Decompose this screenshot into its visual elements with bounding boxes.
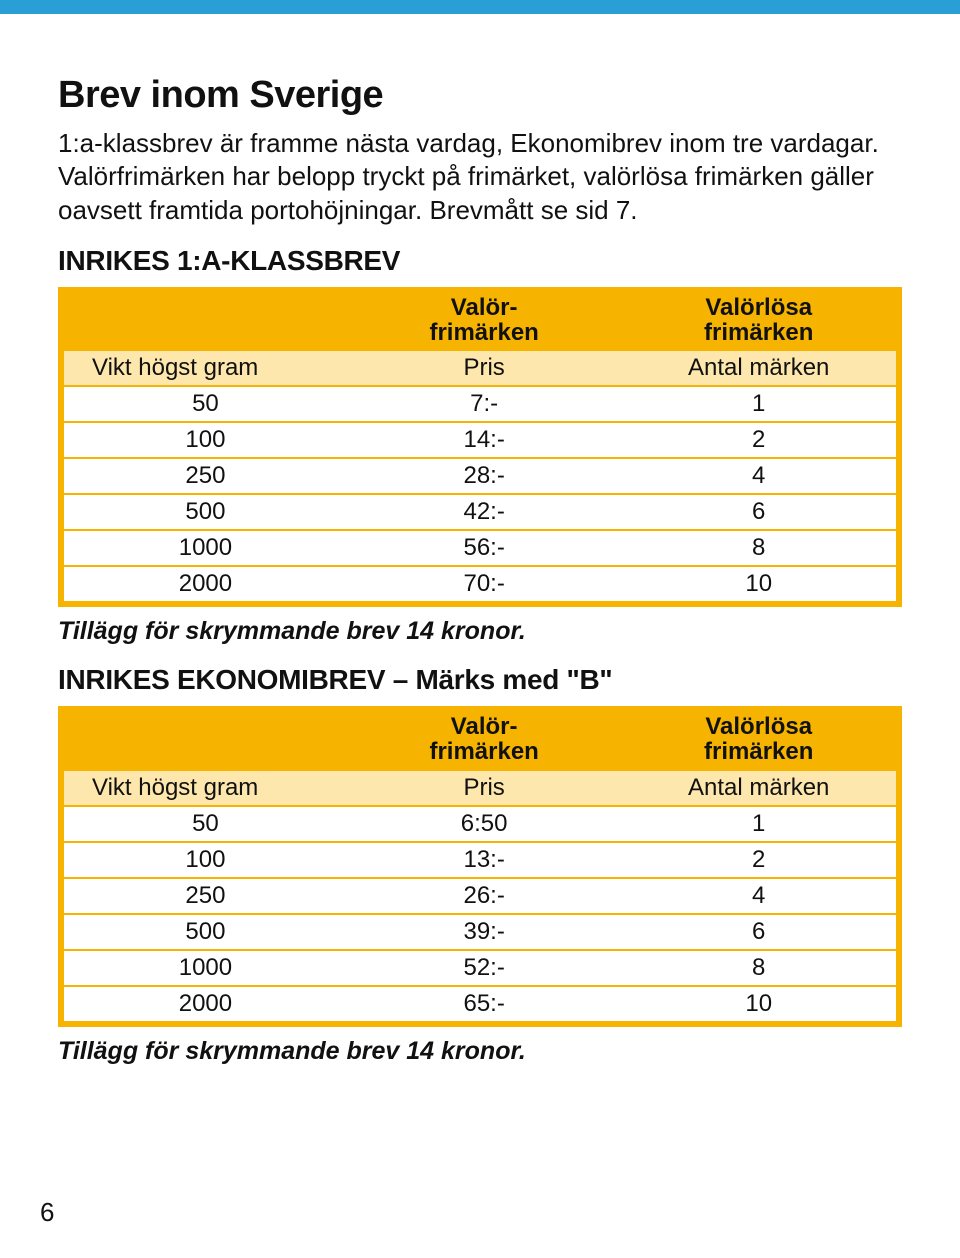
header-col2-line1: Valör- xyxy=(451,713,518,740)
cell-price: 7:- xyxy=(347,386,622,422)
table-row: 500 39:- 6 xyxy=(64,914,896,950)
cell-weight: 50 xyxy=(64,806,347,842)
cell-price: 14:- xyxy=(347,422,622,458)
cell-weight: 1000 xyxy=(64,530,347,566)
header-blank xyxy=(64,287,347,351)
cell-count: 10 xyxy=(621,566,896,601)
cell-weight: 2000 xyxy=(64,566,347,601)
cell-weight: 250 xyxy=(64,458,347,494)
page-content: Brev inom Sverige 1:a-klassbrev är framm… xyxy=(0,14,960,1066)
cell-price: 70:- xyxy=(347,566,622,601)
cell-count: 4 xyxy=(621,878,896,914)
table-subheader-row: Vikt högst gram Pris Antal märken xyxy=(64,771,896,806)
intro-paragraph: 1:a-klassbrev är framme nästa vardag, Ek… xyxy=(58,127,902,227)
cell-price: 6:50 xyxy=(347,806,622,842)
cell-price: 52:- xyxy=(347,950,622,986)
top-color-bar xyxy=(0,0,960,14)
table-row: 250 28:- 4 xyxy=(64,458,896,494)
cell-weight: 2000 xyxy=(64,986,347,1021)
table-row: 500 42:- 6 xyxy=(64,494,896,530)
header-valorlosa: Valörlösa frimärken xyxy=(621,706,896,770)
header-blank xyxy=(64,706,347,770)
header-valorfrimarken: Valör- frimärken xyxy=(347,287,622,351)
cell-count: 2 xyxy=(621,422,896,458)
cell-weight: 50 xyxy=(64,386,347,422)
cell-weight: 250 xyxy=(64,878,347,914)
header-valorfrimarken: Valör- frimärken xyxy=(347,706,622,770)
cell-price: 65:- xyxy=(347,986,622,1021)
note-ekonomi: Tillägg för skrymmande brev 14 kronor. xyxy=(58,1037,902,1066)
table-row: 1000 56:- 8 xyxy=(64,530,896,566)
table-row: 50 6:50 1 xyxy=(64,806,896,842)
table-row: 100 13:- 2 xyxy=(64,842,896,878)
subhead-count: Antal märken xyxy=(621,771,896,806)
cell-weight: 500 xyxy=(64,494,347,530)
header-col2-line1: Valör- xyxy=(451,294,518,321)
cell-count: 8 xyxy=(621,950,896,986)
cell-price: 56:- xyxy=(347,530,622,566)
table-row: 2000 70:- 10 xyxy=(64,566,896,601)
table-subheader-row: Vikt högst gram Pris Antal märken xyxy=(64,351,896,386)
header-col2-line2: frimärken xyxy=(429,319,538,346)
section-heading-1a: INRIKES 1:A-KLASSBREV xyxy=(58,245,902,277)
header-col3-line2: frimärken xyxy=(704,738,813,765)
subhead-weight: Vikt högst gram xyxy=(64,771,347,806)
cell-price: 28:- xyxy=(347,458,622,494)
cell-count: 1 xyxy=(621,806,896,842)
subhead-price: Pris xyxy=(347,351,622,386)
section-heading-ekonomi: INRIKES EKONOMIBREV – Märks med "B" xyxy=(58,664,902,696)
price-table-ekonomi: Valör- frimärken Valörlösa frimärken Vik… xyxy=(64,706,896,1020)
header-col2-line2: frimärken xyxy=(429,738,538,765)
table-row: 250 26:- 4 xyxy=(64,878,896,914)
header-col3-line2: frimärken xyxy=(704,319,813,346)
cell-weight: 100 xyxy=(64,842,347,878)
cell-count: 6 xyxy=(621,494,896,530)
subhead-price: Pris xyxy=(347,771,622,806)
table-row: 2000 65:- 10 xyxy=(64,986,896,1021)
page-title: Brev inom Sverige xyxy=(58,74,902,117)
header-valorlosa: Valörlösa frimärken xyxy=(621,287,896,351)
cell-count: 6 xyxy=(621,914,896,950)
table-row: 1000 52:- 8 xyxy=(64,950,896,986)
subhead-weight: Vikt högst gram xyxy=(64,351,347,386)
table-header-row: Valör- frimärken Valörlösa frimärken xyxy=(64,287,896,351)
cell-count: 2 xyxy=(621,842,896,878)
table-header-row: Valör- frimärken Valörlösa frimärken xyxy=(64,706,896,770)
cell-price: 26:- xyxy=(347,878,622,914)
header-col3-line1: Valörlösa xyxy=(705,294,812,321)
cell-count: 8 xyxy=(621,530,896,566)
subhead-count: Antal märken xyxy=(621,351,896,386)
header-col3-line1: Valörlösa xyxy=(705,713,812,740)
page: Brev inom Sverige 1:a-klassbrev är framm… xyxy=(0,0,960,1258)
cell-price: 39:- xyxy=(347,914,622,950)
cell-count: 1 xyxy=(621,386,896,422)
cell-weight: 100 xyxy=(64,422,347,458)
cell-weight: 1000 xyxy=(64,950,347,986)
cell-price: 13:- xyxy=(347,842,622,878)
page-number: 6 xyxy=(40,1197,54,1228)
cell-weight: 500 xyxy=(64,914,347,950)
price-table-1a: Valör- frimärken Valörlösa frimärken Vik… xyxy=(64,287,896,601)
cell-count: 4 xyxy=(621,458,896,494)
cell-count: 10 xyxy=(621,986,896,1021)
table-row: 100 14:- 2 xyxy=(64,422,896,458)
cell-price: 42:- xyxy=(347,494,622,530)
note-1a: Tillägg för skrymmande brev 14 kronor. xyxy=(58,617,902,646)
price-table-1a-wrap: Valör- frimärken Valörlösa frimärken Vik… xyxy=(58,287,902,607)
price-table-ekonomi-wrap: Valör- frimärken Valörlösa frimärken Vik… xyxy=(58,706,902,1026)
table-row: 50 7:- 1 xyxy=(64,386,896,422)
